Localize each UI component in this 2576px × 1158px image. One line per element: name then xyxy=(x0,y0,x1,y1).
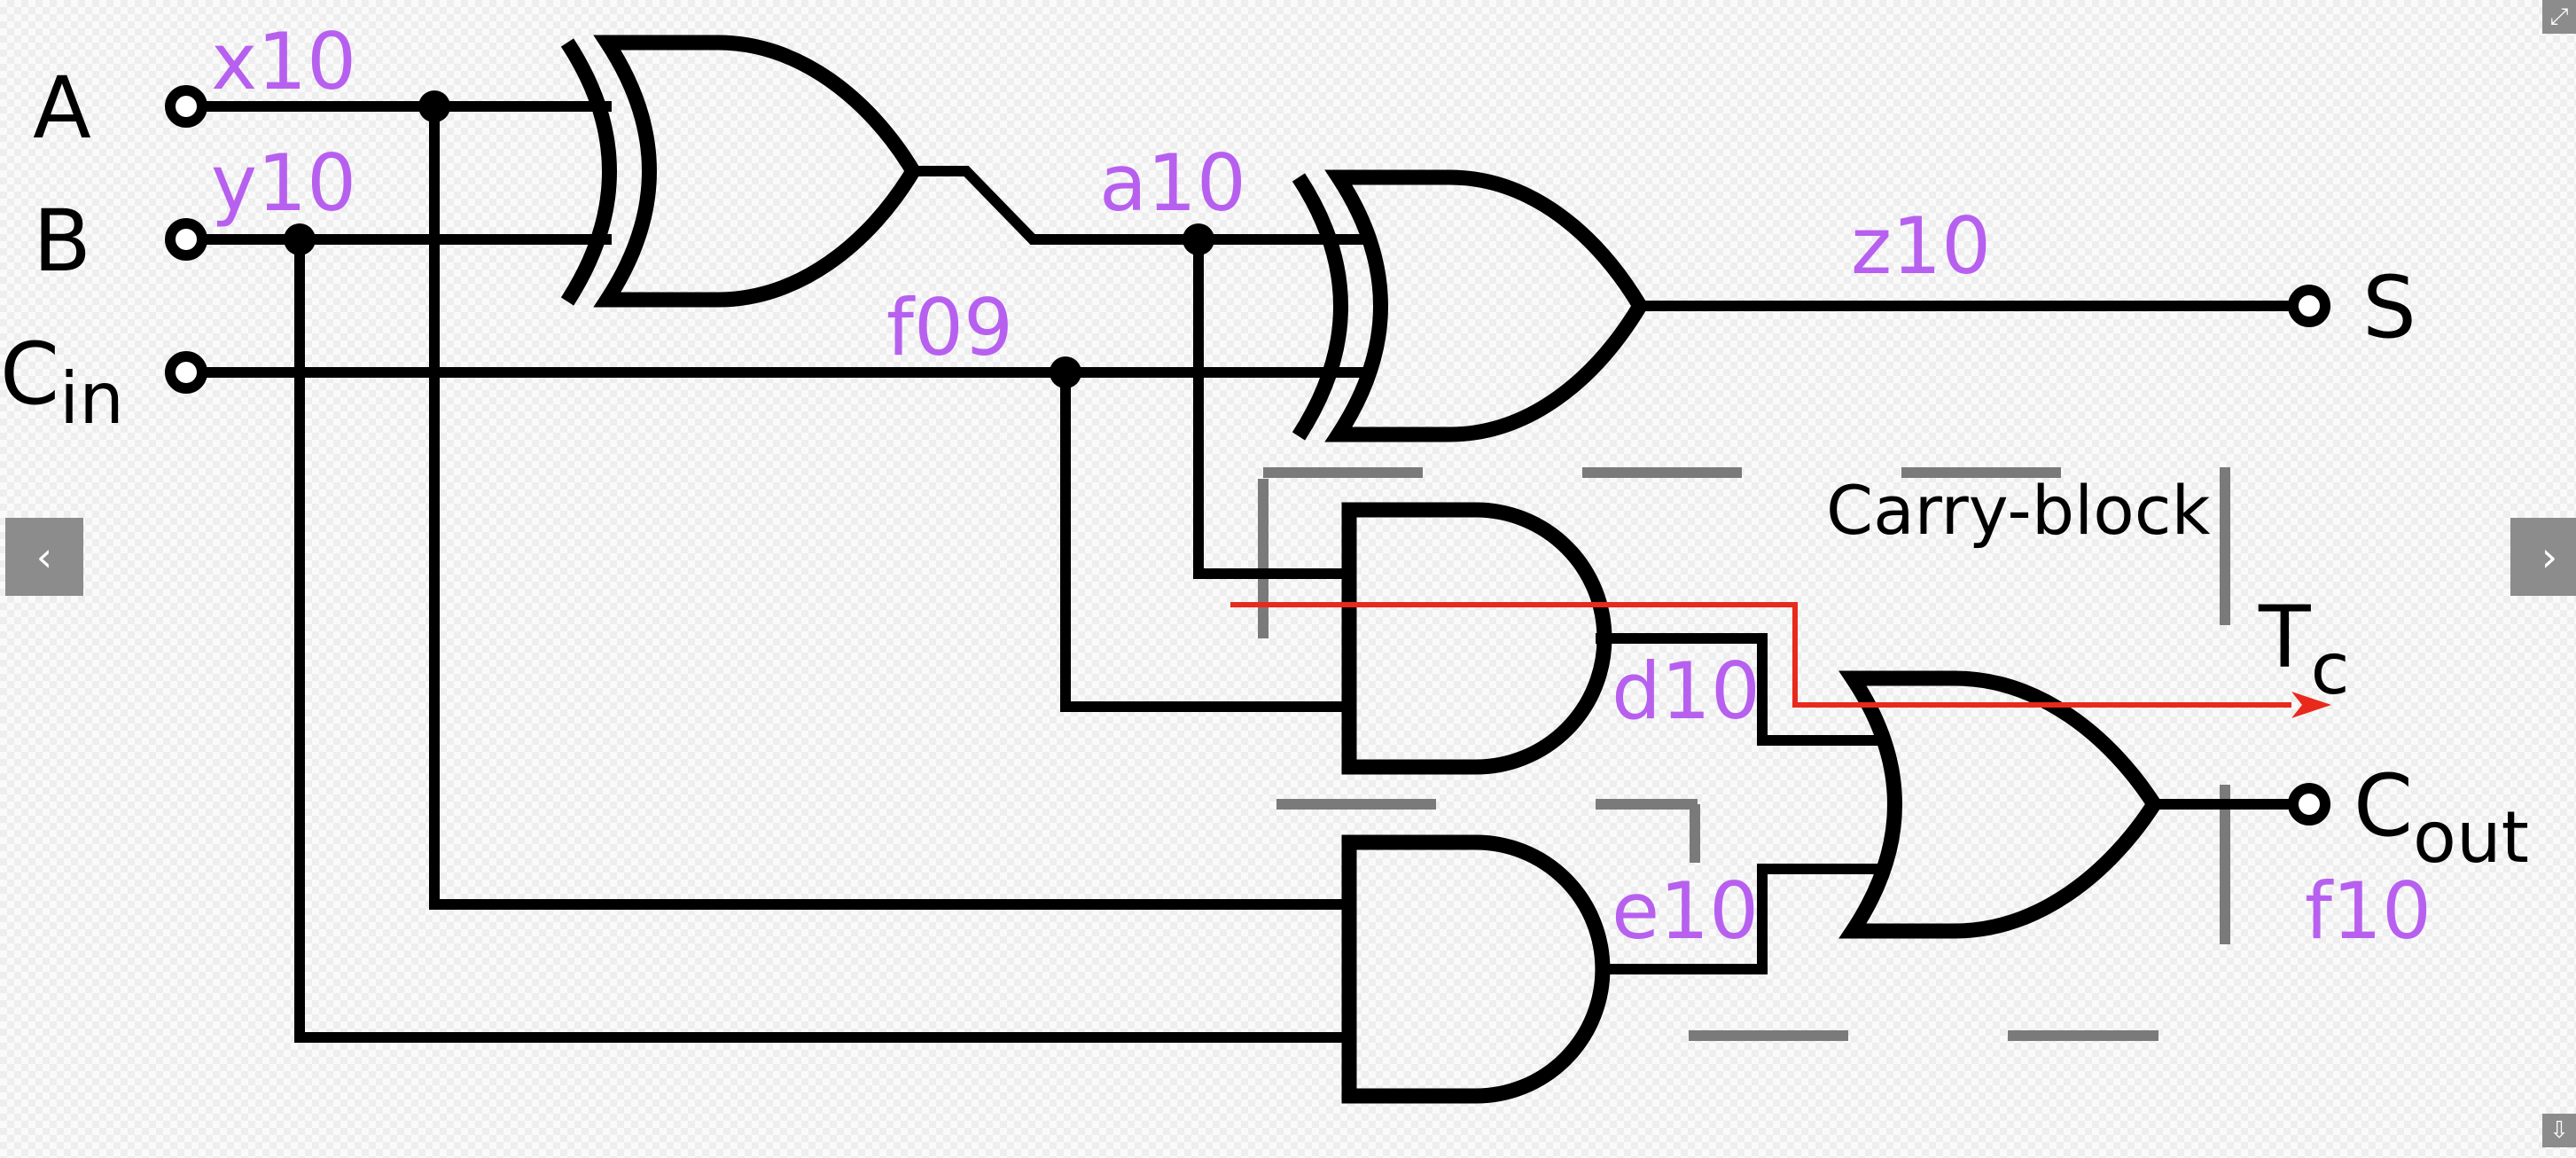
carry-block-outline xyxy=(1258,467,2230,1041)
download-icon: ⇩ xyxy=(2549,1117,2569,1144)
wire-a-and2 xyxy=(429,106,1349,910)
terminals xyxy=(165,85,2330,825)
terminal-cin xyxy=(165,351,207,394)
wire-e10 xyxy=(1596,864,1884,974)
or-gate xyxy=(1838,670,2164,939)
and-gate-2 xyxy=(1341,834,1611,1104)
next-image-button[interactable]: › xyxy=(2510,518,2576,596)
previous-image-button[interactable]: ‹ xyxy=(5,518,83,596)
output-label-cout: Cout xyxy=(2354,756,2529,879)
expand-button[interactable]: ⤢ xyxy=(2542,0,2576,34)
signal-label-z10: z10 xyxy=(1851,200,1991,292)
and-gate-1 xyxy=(1341,502,1612,775)
input-label-cin-sub: in xyxy=(59,357,124,440)
wire-b-and2 xyxy=(294,239,1349,1043)
xor-gate-2 xyxy=(1292,169,1649,442)
terminal-cout xyxy=(2288,783,2330,825)
junctions xyxy=(284,90,1214,388)
download-button[interactable]: ⇩ xyxy=(2542,1114,2576,1147)
input-label-cin: Cin xyxy=(0,325,124,440)
input-label-cin-main: C xyxy=(0,325,59,424)
output-label-tc: Tc xyxy=(2258,588,2350,710)
terminal-a xyxy=(165,85,207,128)
wire-d10 xyxy=(1596,633,1884,746)
input-label-b: B xyxy=(33,192,91,291)
output-label-s: S xyxy=(2362,258,2416,357)
chevron-left-icon: ‹ xyxy=(35,533,53,581)
signal-label-a10: a10 xyxy=(1099,137,1246,229)
wire-a10-and1 xyxy=(1193,239,1349,579)
signal-label-d10: d10 xyxy=(1612,646,1760,737)
signal-label-e10: e10 xyxy=(1612,865,1759,957)
chevron-right-icon: › xyxy=(2541,533,2558,581)
signal-label-f10: f10 xyxy=(2305,865,2432,957)
junction-a10 xyxy=(1183,223,1214,255)
wire-cin-and1 xyxy=(1060,372,1349,712)
output-label-tc-sub: c xyxy=(2311,628,2350,710)
signal-label-x10: x10 xyxy=(211,16,356,107)
carry-block-label: Carry-block xyxy=(1826,471,2211,550)
junction-cin xyxy=(1050,356,1081,388)
output-label-cout-sub: out xyxy=(2413,796,2529,879)
junction-b xyxy=(284,223,316,255)
terminal-s xyxy=(2288,285,2330,327)
critical-path-arrow xyxy=(1230,602,2331,718)
expand-icon: ⤢ xyxy=(2549,3,2569,30)
signal-label-f09: f09 xyxy=(886,282,1013,373)
junction-a xyxy=(418,90,450,122)
xor-gate-1 xyxy=(560,35,922,308)
signal-label-y10: y10 xyxy=(211,137,356,229)
input-label-a: A xyxy=(33,59,91,158)
terminal-b xyxy=(165,218,207,261)
output-label-cout-main: C xyxy=(2354,756,2413,856)
output-label-tc-main: T xyxy=(2258,588,2311,687)
